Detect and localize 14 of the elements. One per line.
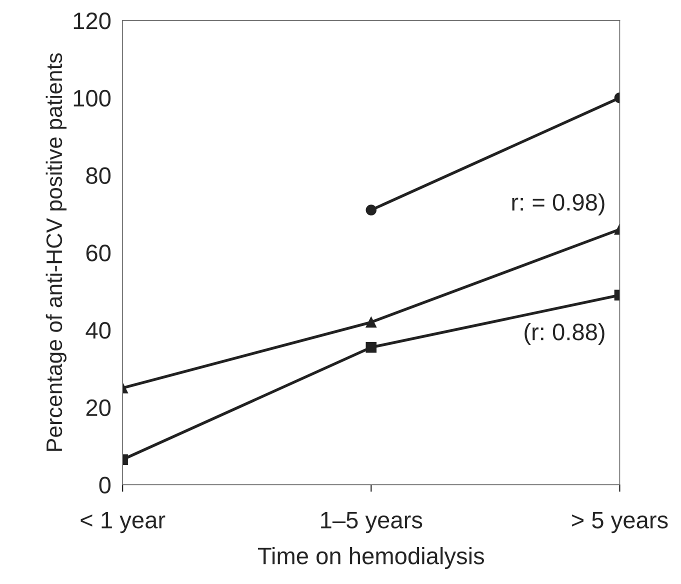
y-tick-label: 100 (74, 90, 111, 107)
x-tick-label: > 5 years (572, 512, 668, 534)
x-tick-label: < 1 year (80, 512, 166, 534)
x-axis-title: Time on hemodialysis (258, 547, 484, 570)
y-tick-label: 0 (99, 476, 111, 494)
y-tick-label: 60 (86, 244, 111, 262)
y-axis-title: Percentage of anti-HCV positive patients (46, 53, 67, 451)
y-tick-label: 80 (86, 167, 111, 184)
y-tick-label: 20 (86, 399, 111, 416)
x-tick-label: 1–5 years (321, 512, 422, 534)
annotation: (r: 0.88) (524, 323, 604, 346)
y-tick-label: 40 (86, 322, 111, 339)
annotation: r: = 0.98) (512, 193, 604, 216)
y-tick-label: 120 (74, 12, 111, 30)
